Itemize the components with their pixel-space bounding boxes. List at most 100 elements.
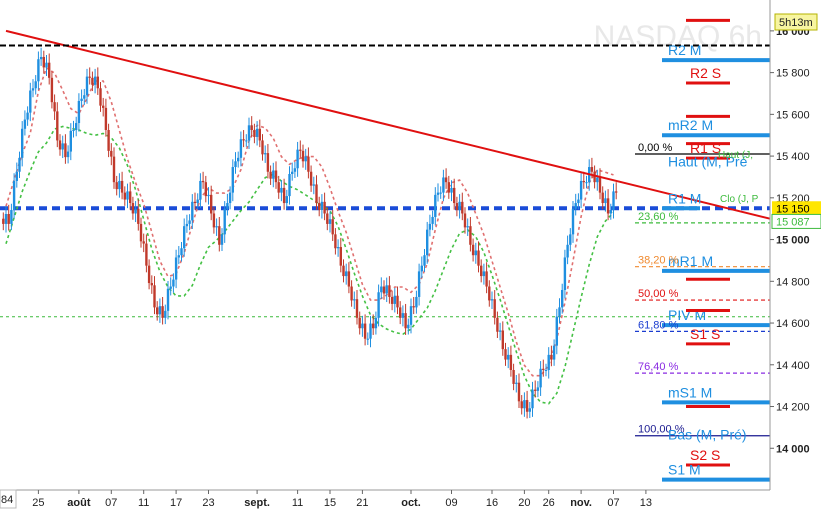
candle [231, 159, 234, 202]
candle [93, 68, 97, 94]
candle [493, 290, 496, 325]
candle [471, 238, 475, 262]
candle [353, 291, 356, 309]
y-axis-tick-label: 14 400 [776, 360, 810, 372]
x-axis-tick-label: août [67, 497, 91, 509]
candle-body [93, 76, 97, 85]
candle-body [174, 257, 178, 280]
candle-body [177, 255, 180, 258]
candle [320, 194, 324, 219]
candle-body [515, 382, 518, 384]
candle [169, 277, 172, 296]
fib-level-label: 100,00 % [638, 424, 685, 436]
candle-body [156, 307, 159, 315]
chart-annotation: Haut (M, Pré [668, 153, 748, 169]
candle [385, 277, 388, 303]
candle-body [21, 128, 24, 158]
candle-body [388, 285, 391, 297]
y-axis-tick-label: 15 600 [776, 109, 810, 121]
candle-body [509, 354, 513, 370]
candle-body [604, 198, 607, 204]
candle-body [355, 299, 359, 318]
candle-body [323, 201, 326, 214]
candle-body [158, 306, 162, 315]
candle-body [363, 323, 367, 339]
candle-body [296, 149, 299, 169]
candle-body [312, 184, 315, 186]
candle [172, 273, 175, 293]
candle-body [353, 299, 356, 301]
candle [596, 169, 599, 191]
candle [498, 322, 502, 341]
candle-body [336, 247, 340, 249]
candle [223, 201, 226, 243]
candle [201, 171, 205, 189]
x-axis-tick-label: sept. [244, 497, 270, 509]
candle-body [291, 171, 294, 174]
candle [401, 305, 405, 327]
candle-body [544, 370, 548, 371]
candle [261, 134, 264, 161]
candle [139, 217, 143, 248]
candle [380, 277, 383, 299]
candle [164, 304, 167, 325]
candle-body [326, 213, 329, 224]
candle [23, 110, 27, 136]
x-axis-tick-label: 17 [170, 497, 182, 509]
y-axis-tick-label: 15 800 [776, 68, 810, 80]
candle [563, 249, 567, 299]
candle-body [585, 182, 588, 184]
candle-body [226, 203, 229, 209]
candle-body [112, 156, 116, 183]
candle-body [377, 292, 380, 318]
candle-body [490, 299, 494, 301]
candle [285, 189, 288, 210]
chart-annotation: Bas (M, Pré) [668, 427, 747, 443]
x-axis-tick-label: 23 [202, 497, 214, 509]
candle-body [528, 408, 531, 412]
pivot-level-label: R1 M [668, 190, 701, 206]
candle-body [199, 180, 202, 200]
candle [228, 186, 232, 210]
candle-body [201, 180, 205, 183]
candle-body [204, 182, 207, 197]
candle-body [434, 194, 437, 217]
candle-body [96, 76, 99, 89]
candle-body [579, 180, 583, 200]
candle-body [161, 306, 164, 318]
candle [372, 314, 375, 335]
candle [531, 381, 534, 417]
candle-body [123, 192, 126, 200]
candle [512, 363, 515, 391]
y-axis-tick-label: 14 800 [776, 276, 810, 288]
candle-body [407, 324, 410, 329]
moving-average-red [5, 66, 614, 377]
candle [504, 342, 507, 366]
candle-body [264, 153, 267, 155]
candle [118, 173, 121, 198]
candle [77, 93, 81, 132]
candle [509, 345, 513, 377]
x-axis-tick-label: 16 [486, 497, 498, 509]
candle-body [258, 128, 261, 141]
candle [15, 162, 18, 188]
candle-body [61, 143, 64, 150]
x-axis-tick-label: 26 [543, 497, 555, 509]
candle-body [485, 271, 488, 287]
candle-body [612, 191, 615, 210]
candle [585, 175, 588, 189]
candle-body [66, 151, 70, 158]
x-axis-tick-label: 07 [607, 497, 619, 509]
x-axis-tick-label: 11 [292, 497, 303, 509]
candle [571, 201, 575, 243]
candle-body [107, 130, 110, 151]
candle [42, 50, 45, 74]
candle [574, 193, 577, 216]
candle [347, 262, 351, 294]
candle [388, 276, 391, 304]
candle-body [85, 76, 89, 96]
candle-body [399, 307, 402, 318]
candle-body [280, 187, 283, 193]
candle-body [461, 201, 464, 214]
candle [107, 123, 110, 158]
